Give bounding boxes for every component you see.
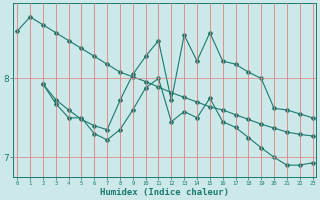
X-axis label: Humidex (Indice chaleur): Humidex (Indice chaleur) xyxy=(100,188,229,197)
